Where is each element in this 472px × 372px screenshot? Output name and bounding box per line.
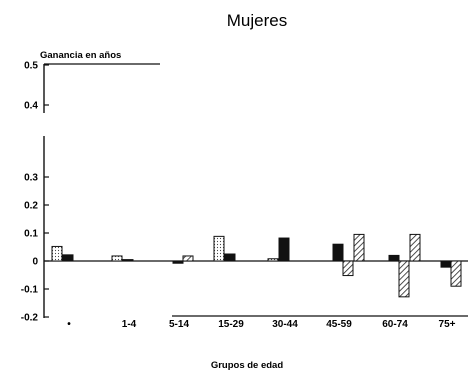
y-tick-label: 0.4: [24, 101, 38, 112]
bar: [450, 260, 462, 287]
x-tick-label: 60-74: [382, 319, 408, 330]
bar: [409, 233, 421, 262]
bar: [267, 258, 279, 262]
x-tick-label: 5-14: [169, 319, 189, 330]
x-tick-label: •: [67, 319, 71, 330]
bar: [122, 259, 134, 262]
bar: [224, 253, 236, 262]
y-tick-label: 0.2: [24, 201, 38, 212]
bar: [51, 245, 63, 262]
bar: [332, 243, 344, 262]
x-tick-label: 15-29: [218, 319, 244, 330]
x-tick-label: 75+: [439, 319, 456, 330]
x-tick-label: 1-4: [122, 319, 137, 330]
bar: [342, 260, 354, 277]
bar: [398, 260, 410, 298]
x-tick-label: 30-44: [272, 319, 298, 330]
y-tick-label: -0.1: [21, 285, 39, 296]
x-tick-label: 45-59: [326, 319, 352, 330]
bars: [51, 233, 462, 298]
bar: [62, 254, 74, 262]
y-tick-label: 0.5: [24, 61, 38, 72]
chart-title: Mujeres: [227, 11, 287, 30]
y-tick-label: -0.2: [21, 313, 39, 324]
y-tick-label: 0: [32, 257, 38, 268]
bar: [213, 235, 225, 262]
bar: [388, 254, 400, 262]
bar: [278, 237, 290, 262]
bar: [111, 255, 123, 262]
bar: [440, 260, 452, 268]
bar: [182, 255, 194, 262]
y-axis-label: Ganancia en años: [40, 50, 121, 61]
y-tick-label: 0.1: [24, 229, 38, 240]
x-axis-label: Grupos de edad: [211, 360, 284, 371]
y-tick-label: 0.3: [24, 173, 38, 184]
bar: [172, 260, 184, 264]
y-ticks: 0.5 0.4 0.3 0.2 0.1 0 -0.1 -0.2: [21, 61, 49, 324]
x-ticks: • 1-4 5-14 15-29 30-44 45-59 60-74 75+: [67, 319, 455, 330]
bar: [353, 233, 365, 262]
